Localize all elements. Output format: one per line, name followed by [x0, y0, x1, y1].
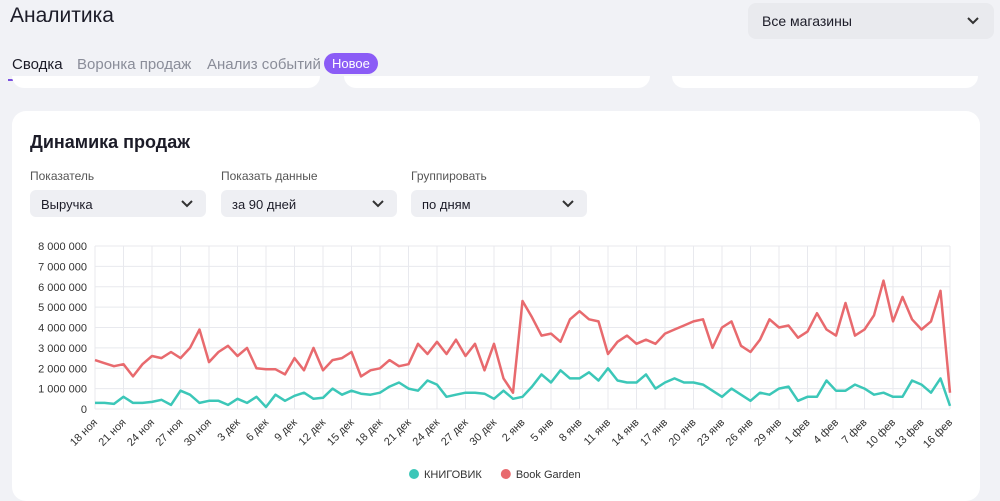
x-tick-label: 20 янв	[667, 417, 699, 449]
x-tick-label: 30 ноя	[182, 417, 214, 449]
card-title: Динамика продаж	[30, 132, 190, 152]
x-tick-label: 29 янв	[752, 417, 784, 449]
x-tick-label: 5 янв	[528, 417, 556, 445]
x-tick-label: 18 ноя	[68, 417, 100, 449]
legend-marker	[409, 469, 419, 479]
tab[interactable]: Анализ событий	[207, 56, 321, 73]
filter-label: Показать данные	[221, 169, 318, 183]
card-edge	[672, 76, 978, 88]
y-tick-label: 6 000 000	[38, 282, 87, 294]
x-tick-label: 12 дек	[297, 417, 329, 449]
x-tick-label: 23 янв	[695, 417, 727, 449]
y-tick-label: 1 000 000	[38, 384, 87, 396]
store-select-value: Все магазины	[762, 13, 852, 29]
series-line	[94, 279, 952, 394]
x-tick-label: 4 фев	[811, 417, 841, 447]
x-tick-label: 26 янв	[724, 417, 756, 449]
x-tick-label: 14 янв	[610, 417, 642, 449]
y-tick-label: 4 000 000	[38, 323, 87, 335]
filter-label: Показатель	[30, 169, 95, 183]
card-edge	[12, 76, 320, 88]
page-title: Аналитика	[10, 4, 114, 27]
x-tick-label: 3 дек	[215, 417, 242, 444]
filter-select[interactable]: Выручка	[30, 190, 206, 217]
x-tick-label: 17 янв	[638, 417, 670, 449]
x-tick-label: 8 янв	[557, 417, 585, 445]
y-tick-label: 3 000 000	[38, 343, 87, 355]
legend-marker	[500, 469, 511, 479]
x-tick-label: 1 фев	[783, 417, 813, 447]
tab[interactable]: Сводка	[12, 56, 63, 73]
x-tick-label: 16 фев	[921, 417, 955, 451]
chevron	[372, 200, 384, 208]
filter-value: по дням	[422, 197, 471, 212]
chevron	[562, 200, 574, 208]
x-tick-label: 27 ноя	[153, 417, 185, 449]
y-tick-label: 5 000 000	[38, 302, 87, 314]
legend-label: КНИГОВИК	[424, 469, 482, 481]
x-tick-label: 24 ноя	[125, 417, 157, 449]
x-tick-label: 24 дек	[411, 417, 443, 449]
badge: Новое	[324, 53, 378, 74]
page: Аналитика Все магазины Сводка Воронка пр…	[8, 3, 994, 501]
legend-label: Book Garden	[516, 469, 581, 481]
card	[12, 111, 980, 501]
chevron	[967, 17, 979, 25]
x-tick-label: 21 дек	[382, 417, 414, 449]
x-tick-label: 21 ноя	[96, 417, 128, 449]
x-tick-label: 11 янв	[582, 417, 613, 448]
store-select[interactable]: Все магазины	[748, 3, 994, 39]
x-tick-label: 27 дек	[439, 417, 471, 449]
tab[interactable]: Воронка продаж	[77, 56, 192, 73]
x-tick-label: 13 фев	[892, 417, 926, 451]
chevron	[181, 200, 193, 208]
filter-value: Выручка	[41, 197, 93, 212]
x-tick-label: 2 янв	[500, 417, 528, 445]
series-line	[95, 367, 952, 409]
x-tick-label: 30 дек	[468, 417, 500, 449]
y-tick-label: 2 000 000	[38, 363, 87, 375]
filter-select[interactable]: за 90 дней	[221, 190, 397, 217]
y-tick-label: 0	[81, 404, 87, 416]
card-edge	[344, 76, 650, 88]
x-tick-label: 15 дек	[325, 417, 357, 449]
y-tick-label: 7 000 000	[38, 261, 87, 273]
filter-select[interactable]: по дням	[411, 190, 587, 217]
x-tick-label: 18 дек	[354, 417, 386, 449]
filter-label: Группировать	[411, 169, 487, 183]
x-tick-label: 6 дек	[244, 417, 271, 444]
y-tick-label: 8 000 000	[38, 241, 87, 253]
chart: 0 1 000 000 2 000 000 3 000 000 4 000 000 5 0…	[38, 241, 955, 481]
x-tick-label: 10 фев	[864, 417, 898, 451]
filter-value: за 90 дней	[232, 197, 297, 212]
